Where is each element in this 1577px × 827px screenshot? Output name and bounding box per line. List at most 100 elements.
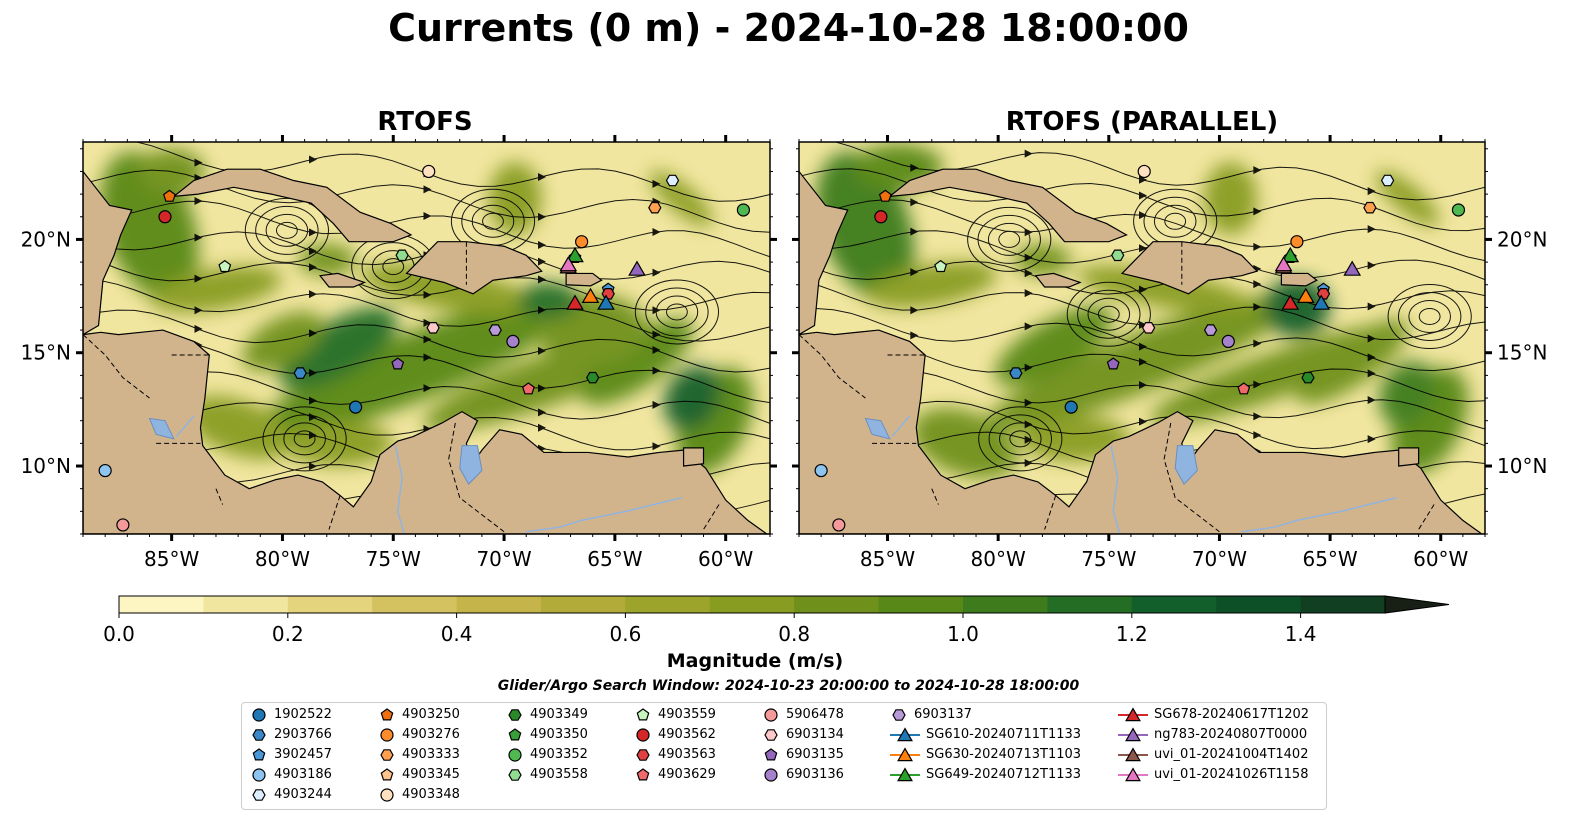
- land-cuba: [887, 168, 1128, 243]
- streamline-arrow: [309, 290, 317, 299]
- platform-marker-4903562: [874, 210, 888, 224]
- legend-triangle: [1125, 706, 1141, 721]
- legend-marker-triangle-icon: [1118, 706, 1148, 721]
- country-border: [328, 495, 341, 530]
- lon-tick-label: 70°W: [476, 547, 531, 571]
- platform-marker-6903137: [1203, 324, 1218, 336]
- streamline-arrow: [1139, 244, 1147, 253]
- lon-tick-label: 75°W: [366, 547, 421, 571]
- country-border: [703, 504, 720, 530]
- eddy-streamline: [1397, 291, 1462, 341]
- platform-marker-5906478: [116, 518, 130, 532]
- streamline-arrow: [538, 408, 546, 417]
- colorbar-tick-label: 1.0: [947, 622, 979, 646]
- platform-marker-4903348: [1137, 164, 1151, 179]
- eddy-streamline: [244, 197, 329, 263]
- streamline-arrow: [910, 163, 919, 172]
- platform-marker-4903349: [586, 371, 600, 384]
- streamline-arrow: [538, 306, 546, 315]
- eddy-streamline: [272, 414, 337, 464]
- platform-marker-ng783-20240807T0000: [1343, 260, 1362, 276]
- streamline-arrow: [652, 227, 661, 236]
- streamline-arrow: [652, 268, 661, 277]
- land-centralAmerica: [83, 329, 770, 534]
- platform-marker-4903186: [814, 463, 828, 478]
- eddy-streamline: [262, 406, 347, 472]
- eddy-streamline: [255, 205, 319, 255]
- eddy-streamline: [645, 287, 709, 337]
- lon-tick-label: 65°W: [1302, 547, 1357, 571]
- legend-marker-hexagon-icon: [508, 768, 522, 781]
- legend-symbol: [380, 748, 394, 761]
- streamline-arrow: [910, 198, 919, 207]
- colorbar-segment: [203, 596, 289, 613]
- country-border: [215, 488, 224, 505]
- legend-entry-label: 4903629: [658, 767, 716, 782]
- map-panel-rtofs-parallel: 85°W 80°W 75°W 70°W 65°W 60°W 20°N 15°N 10°N: [792, 135, 1547, 571]
- colorbar-segment: [119, 596, 204, 613]
- streamline-arrow: [423, 290, 432, 299]
- eddy-streamline: [1408, 299, 1451, 333]
- lon-tick-label: 80°W: [255, 547, 310, 571]
- platform-marker-4903559: [218, 259, 232, 273]
- land-jamaica: [319, 272, 367, 288]
- streamline-arrow: [538, 384, 546, 393]
- colorbar-segment: [625, 596, 711, 613]
- streamline-arrow: [194, 197, 203, 206]
- legend-marker-triangle-icon: [890, 766, 920, 781]
- streamline-arrow: [1139, 342, 1147, 351]
- streamline-arrow: [652, 346, 661, 355]
- legend-symbol: [764, 728, 778, 741]
- streamline-arrow: [1139, 211, 1147, 220]
- colorbar-segment: [963, 596, 1048, 613]
- speed-field-patch: [649, 170, 714, 227]
- colorbar-extend-arrow: [1384, 595, 1450, 614]
- legend-symbol: [252, 767, 266, 782]
- platform-marker-5906478: [832, 518, 846, 532]
- legend-entry-label: 4903333: [402, 747, 460, 762]
- streamline-arrow: [309, 462, 317, 471]
- streamline-arrow: [910, 306, 919, 315]
- legend-symbol: [636, 748, 650, 761]
- platform-marker-4903558: [395, 249, 409, 262]
- platform-marker-4903276: [1290, 235, 1304, 249]
- legend-entry-SG678-20240617T1202: SG678-20240617T1202: [1118, 705, 1309, 725]
- platform-marker-4903352: [736, 203, 751, 217]
- platform-marker-6903136: [506, 334, 520, 348]
- streamline-arrow: [1024, 435, 1033, 444]
- legend-entry-SG630-20240713T1103: SG630-20240713T1103: [890, 745, 1081, 765]
- legend-entry-6903136: 6903136: [762, 765, 844, 785]
- platform-marker-6903135: [1106, 357, 1120, 370]
- streamline-arrow: [538, 275, 546, 284]
- eddy-streamline: [988, 414, 1052, 464]
- country-border: [448, 422, 505, 533]
- streamline-arrow: [1024, 458, 1033, 467]
- lat-tick-label: 15°N: [21, 341, 71, 365]
- colorbar-segment: [1131, 596, 1217, 613]
- eddy-streamline: [283, 422, 326, 456]
- legend-entry-6903134: 6903134: [762, 725, 844, 745]
- speed-field-patch: [361, 263, 537, 315]
- streamline-arrow: [1024, 398, 1033, 407]
- eddy-streamline: [1387, 283, 1472, 349]
- legend-entry-label: 4903276: [402, 727, 460, 742]
- lon-tick-label: 85°W: [860, 547, 915, 571]
- legend-entry-label: 4903350: [530, 727, 588, 742]
- platform-marker-4903563: [601, 288, 615, 300]
- streamline-arrow: [1139, 357, 1147, 366]
- legend-entry-ng783-20240807T0000: ng783-20240807T0000: [1118, 725, 1307, 745]
- streamline-arrow: [652, 179, 661, 188]
- streamline-arrow: [423, 318, 432, 327]
- speed-field-patch: [242, 311, 323, 371]
- legend-entry-label: uvi_01-20241004T1402: [1154, 747, 1309, 762]
- legend-symbol: [508, 768, 522, 781]
- legend-marker-hexagon-icon: [252, 788, 266, 801]
- streamline-arrow: [1139, 285, 1147, 294]
- legend-marker-triangle-icon: [1118, 766, 1148, 781]
- streamline-arrow: [538, 172, 546, 181]
- streamline-arrow: [910, 268, 919, 277]
- colorbar-segment: [541, 596, 626, 613]
- streamline-arrow: [1024, 289, 1033, 298]
- speed-field-patch: [517, 282, 580, 319]
- legend-marker-hexagon-icon: [764, 728, 778, 741]
